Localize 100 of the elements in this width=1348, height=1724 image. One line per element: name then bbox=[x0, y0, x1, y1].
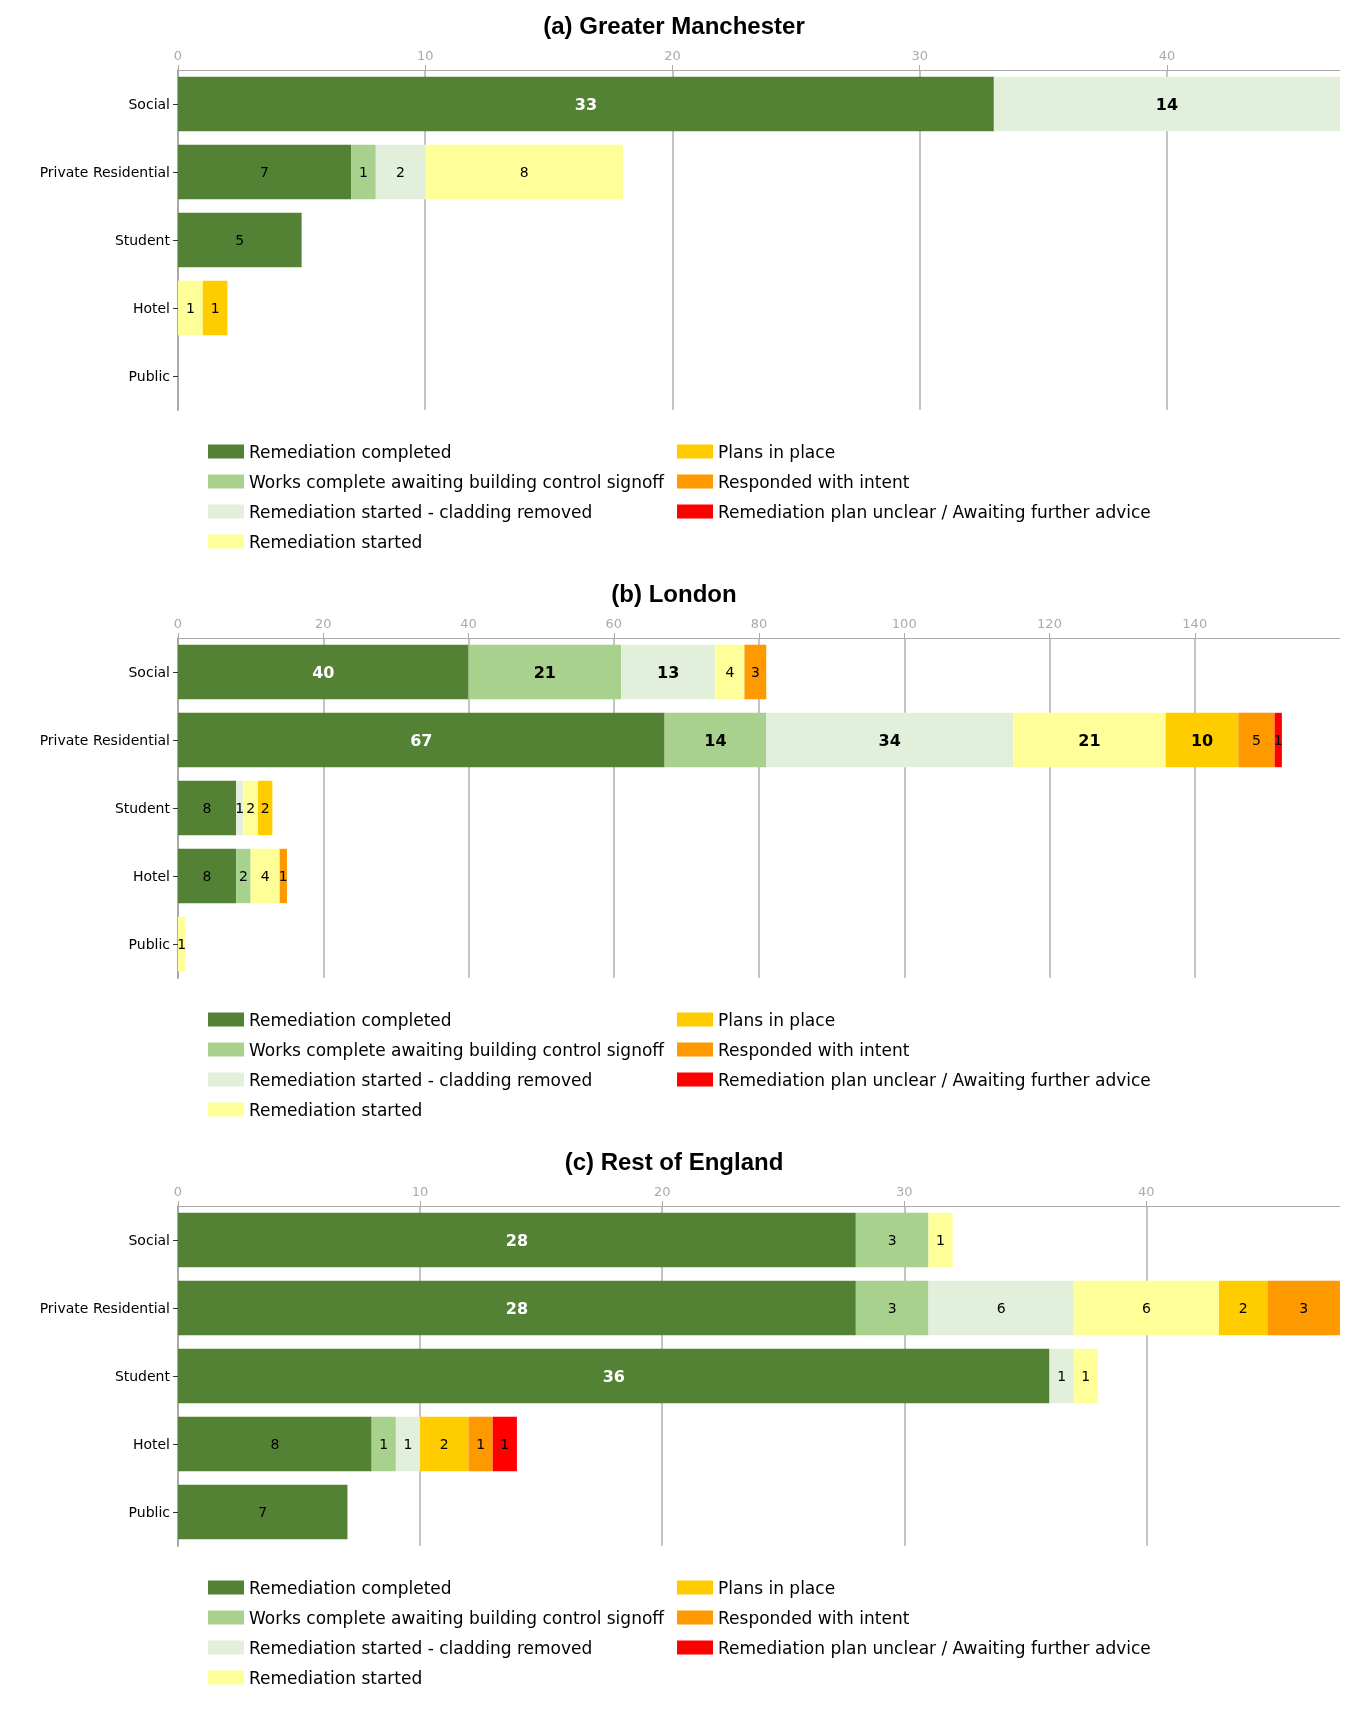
data-label: 14 bbox=[1155, 94, 1179, 114]
chart-title: (a) Greater Manchester bbox=[543, 11, 805, 39]
legend-label: Remediation plan unclear / Awaiting further advice bbox=[718, 1637, 1151, 1658]
legend-label: Plans in place bbox=[718, 441, 836, 462]
data-label: 67 bbox=[410, 730, 433, 750]
data-label: 8 bbox=[202, 800, 212, 816]
data-label: 2 bbox=[246, 800, 256, 816]
x-tick-label: 10 bbox=[411, 1184, 429, 1199]
data-label: 1 bbox=[500, 1436, 510, 1452]
data-label: 6 bbox=[1141, 1300, 1151, 1316]
bar bbox=[928, 1212, 953, 1268]
data-label: 1 bbox=[1057, 1368, 1067, 1384]
chart-title: (b) London bbox=[611, 579, 737, 607]
legend-label: Remediation completed bbox=[249, 1577, 452, 1598]
bar bbox=[1218, 1280, 1268, 1336]
y-tick-label: Student bbox=[114, 1368, 171, 1384]
x-tick-label: 20 bbox=[653, 1184, 671, 1199]
bar bbox=[425, 144, 624, 200]
data-label: 1 bbox=[936, 1232, 946, 1248]
data-label: 2 bbox=[238, 868, 248, 884]
data-label: 2 bbox=[439, 1436, 449, 1452]
bar bbox=[178, 848, 237, 904]
bar bbox=[1165, 712, 1239, 768]
bar bbox=[664, 712, 767, 768]
bar bbox=[178, 1348, 1050, 1404]
y-tick-label: Social bbox=[128, 1232, 170, 1248]
legend-label: Remediation started bbox=[249, 531, 423, 552]
legend-label: Responded with intent bbox=[718, 1607, 910, 1628]
data-label: 4 bbox=[260, 868, 270, 884]
data-label: 36 bbox=[602, 1366, 625, 1386]
bar bbox=[178, 76, 994, 132]
legend-label: Remediation started bbox=[249, 1667, 423, 1688]
bar bbox=[243, 780, 258, 836]
bar bbox=[744, 644, 767, 700]
y-tick-label: Public bbox=[128, 1504, 170, 1520]
data-label: 7 bbox=[258, 1504, 268, 1520]
data-label: 3 bbox=[750, 664, 760, 680]
bar bbox=[715, 644, 745, 700]
x-tick-label: 20 bbox=[664, 48, 681, 63]
data-label: 3 bbox=[887, 1232, 897, 1248]
bar bbox=[1073, 1280, 1219, 1336]
data-label: 8 bbox=[202, 868, 212, 884]
legend-label: Remediation started bbox=[249, 1099, 423, 1120]
data-label: 2 bbox=[396, 164, 405, 180]
data-label: 1 bbox=[1273, 732, 1283, 748]
y-tick-label: Public bbox=[128, 936, 170, 952]
data-label: 4 bbox=[725, 664, 735, 680]
data-label: 2 bbox=[1238, 1300, 1248, 1316]
y-tick-label: Social bbox=[128, 664, 170, 680]
bar bbox=[202, 280, 228, 336]
data-label: 2 bbox=[260, 800, 270, 816]
bar bbox=[1238, 712, 1275, 768]
data-label: 5 bbox=[1252, 732, 1261, 748]
legend-label: Remediation started - cladding removed bbox=[249, 1637, 593, 1658]
y-tick-label: Hotel bbox=[132, 1436, 170, 1452]
legend-label: Works complete awaiting building control signoff bbox=[249, 471, 666, 492]
data-label: 40 bbox=[312, 662, 335, 682]
bar bbox=[855, 1212, 929, 1268]
x-tick-label: 40 bbox=[1138, 1184, 1155, 1199]
y-tick-label: Private Residential bbox=[39, 732, 170, 748]
legend-label: Plans in place bbox=[718, 1009, 836, 1030]
data-label: 28 bbox=[505, 1298, 529, 1318]
data-label: 7 bbox=[260, 164, 269, 180]
bar bbox=[178, 1212, 856, 1268]
data-label: 21 bbox=[1078, 730, 1101, 750]
data-label: 3 bbox=[1299, 1300, 1309, 1316]
x-tick-label: 0 bbox=[173, 616, 183, 631]
data-label: 1 bbox=[185, 300, 195, 316]
bar bbox=[928, 1280, 1074, 1336]
x-tick-label: 20 bbox=[314, 616, 332, 631]
bar bbox=[621, 644, 716, 700]
data-label: 1 bbox=[403, 1436, 413, 1452]
y-tick-label: Hotel bbox=[132, 868, 170, 884]
data-label: 5 bbox=[235, 232, 245, 248]
data-label: 21 bbox=[533, 662, 556, 682]
legend-label: Remediation plan unclear / Awaiting further advice bbox=[718, 1069, 1151, 1090]
bar bbox=[420, 1416, 469, 1472]
x-tick-label: 10 bbox=[416, 48, 434, 63]
bar bbox=[1073, 1348, 1098, 1404]
bar bbox=[1267, 1280, 1340, 1336]
bar bbox=[250, 848, 280, 904]
data-label: 1 bbox=[1081, 1368, 1091, 1384]
bar bbox=[1049, 1348, 1074, 1404]
x-tick-label: 40 bbox=[460, 616, 477, 631]
bar bbox=[468, 1416, 493, 1472]
data-label: 6 bbox=[996, 1300, 1006, 1316]
bar bbox=[178, 144, 352, 200]
bar bbox=[855, 1280, 929, 1336]
legend-label: Remediation plan unclear / Awaiting further advice bbox=[718, 501, 1151, 522]
data-label: 13 bbox=[657, 662, 680, 682]
x-tick-label: 30 bbox=[895, 1184, 913, 1199]
chart-title: (c) Rest of England bbox=[564, 1147, 784, 1175]
y-tick-label: Student bbox=[114, 232, 171, 248]
bar bbox=[178, 780, 237, 836]
data-label: 1 bbox=[476, 1436, 486, 1452]
data-label: 1 bbox=[235, 800, 245, 816]
legend-label: Remediation completed bbox=[249, 441, 452, 462]
data-label: 3 bbox=[887, 1300, 897, 1316]
x-tick-label: 60 bbox=[605, 616, 623, 631]
data-label: 1 bbox=[177, 936, 187, 952]
